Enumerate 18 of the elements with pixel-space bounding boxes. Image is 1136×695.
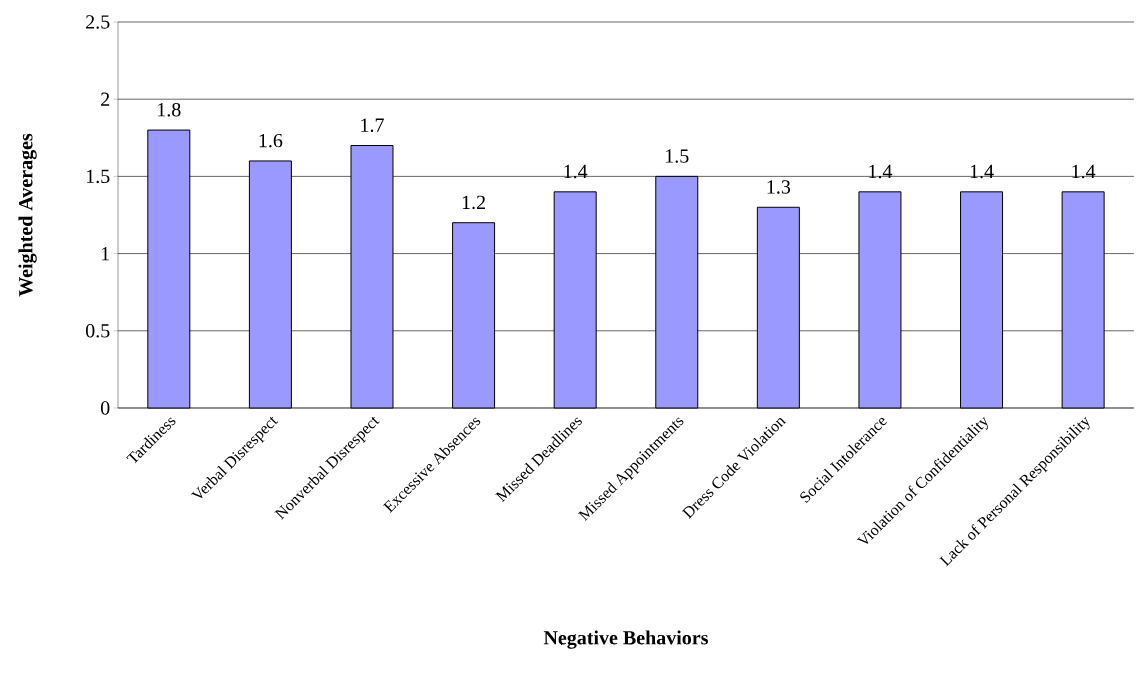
data-label: 1.2: [462, 195, 485, 210]
data-label: 1.3: [767, 180, 791, 194]
data-label: 1.4: [869, 164, 893, 179]
data-label: 1.4: [1072, 164, 1096, 179]
y-tick-label: 0.5: [85, 324, 110, 338]
y-tick-label: 2: [101, 92, 110, 106]
data-label: 1.5: [666, 149, 689, 163]
data-label: 1.8: [158, 102, 181, 117]
data-label: 1.4: [970, 164, 994, 179]
y-tick-label: 0: [100, 401, 110, 415]
x-axis-title: Negative Behaviors: [543, 630, 708, 649]
y-tick-label: 1.5: [86, 169, 110, 184]
y-tick-label: 2.5: [86, 15, 110, 29]
y-axis-title: Weighted Averages: [18, 133, 37, 297]
y-tick-label: 1: [101, 246, 109, 261]
data-label: 1.7: [361, 118, 384, 132]
data-label: 1.4: [564, 164, 588, 179]
data-label: 1.6: [259, 133, 283, 148]
